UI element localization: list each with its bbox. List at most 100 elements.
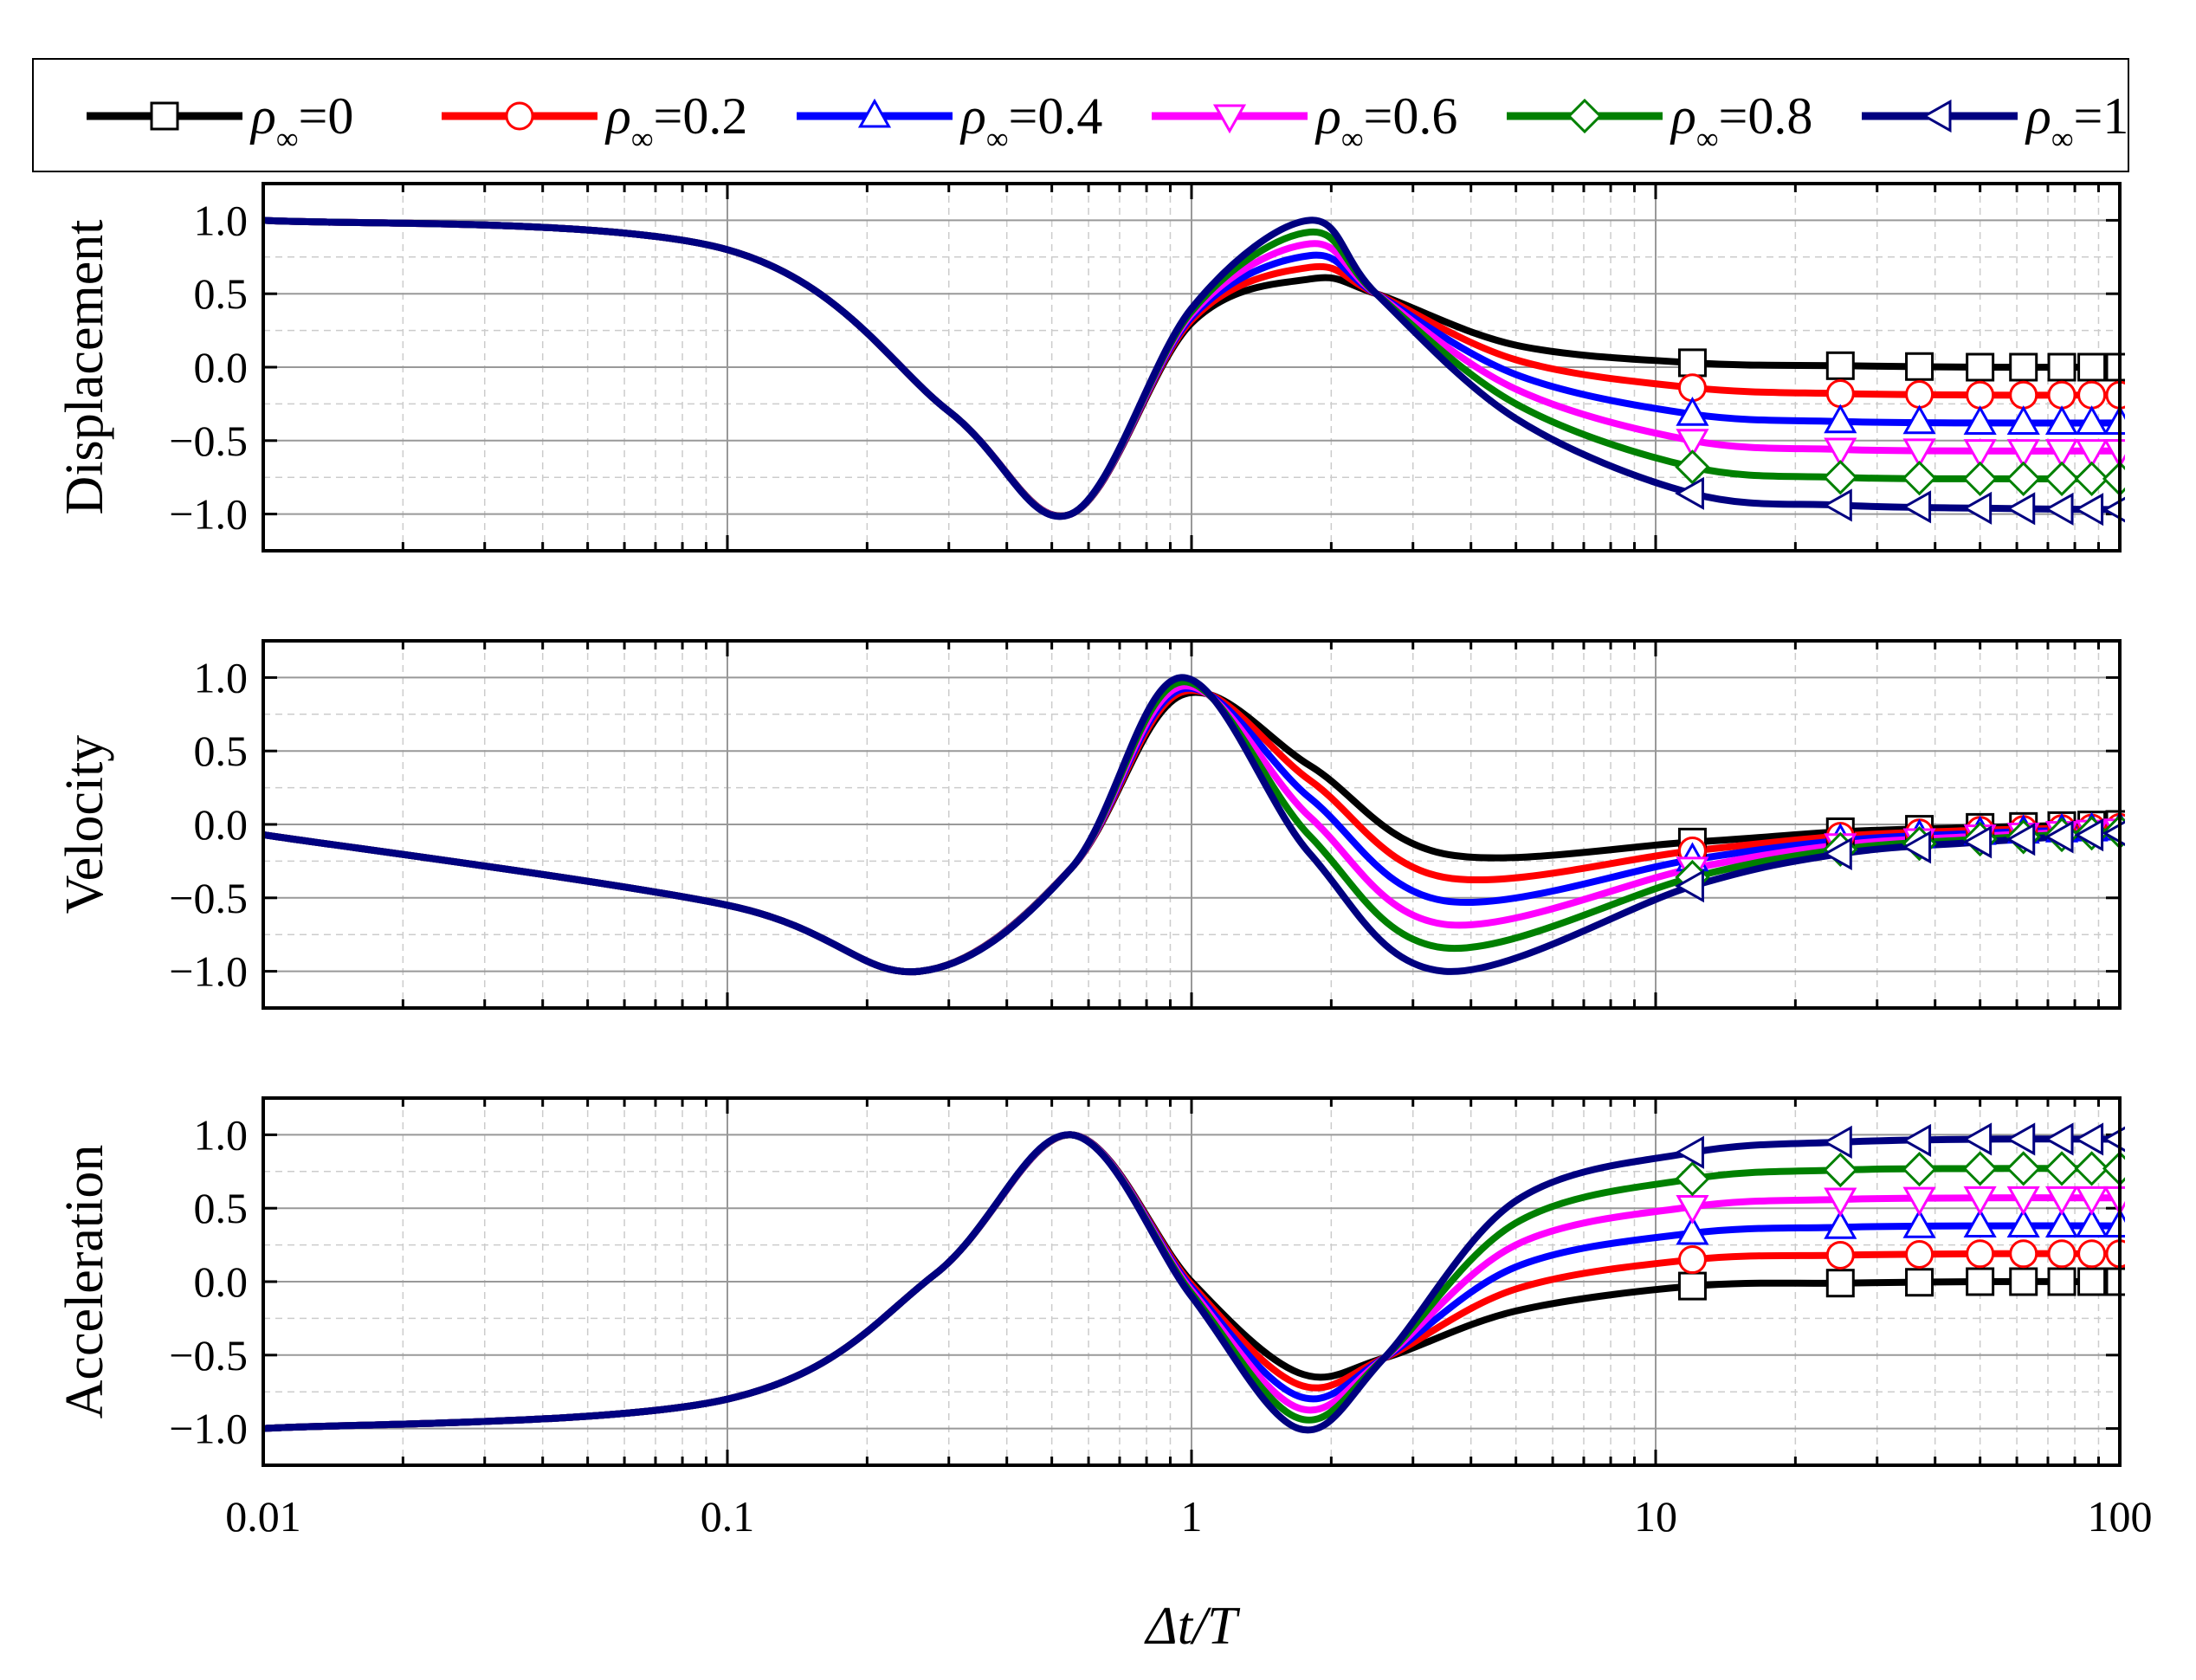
data-point <box>2009 1239 2038 1269</box>
legend-marker <box>150 101 179 131</box>
data-point <box>2005 461 2041 497</box>
data-point <box>1905 1268 1934 1297</box>
data-point <box>2074 493 2104 527</box>
data-point <box>2044 820 2074 854</box>
x-tick-label: 0.01 <box>225 1492 301 1541</box>
plot-frame <box>262 1096 2122 1467</box>
data-point <box>2006 1208 2040 1238</box>
data-point <box>2005 492 2036 526</box>
data-point <box>2074 818 2104 852</box>
legend-entry: ρ∞=1 <box>1862 87 2128 156</box>
legend-value: =1 <box>2073 87 2128 145</box>
data-point <box>2009 380 2038 410</box>
data-point <box>2077 352 2107 382</box>
data-point <box>1675 1161 1710 1197</box>
data-point <box>1963 1186 1997 1216</box>
legend-entry: ρ∞=0.2 <box>442 87 747 156</box>
data-point <box>2005 1122 2036 1156</box>
data-point <box>2009 352 2038 382</box>
legend-entry: ρ∞=0 <box>87 87 353 156</box>
legend-entry: ρ∞=0.4 <box>797 87 1102 156</box>
data-point <box>1905 1240 1934 1270</box>
plot-frame <box>262 182 2122 552</box>
x-tick-label: 0.1 <box>701 1492 755 1541</box>
data-point <box>1966 1239 1995 1269</box>
data-point <box>2044 405 2079 435</box>
panel-velocity: 1.0 0.5 0.0 −0.5 −1.0 Velocity <box>55 639 2125 1010</box>
y-tick-label: 1.0 <box>194 196 249 244</box>
data-point <box>2005 1151 2041 1186</box>
series-group <box>263 674 2125 976</box>
data-point <box>1966 380 1995 410</box>
data-point <box>1676 396 1709 426</box>
y-tick-label: 0.5 <box>194 1184 249 1232</box>
data-point <box>1677 348 1707 378</box>
data-point <box>1676 1215 1709 1245</box>
legend: ρ∞=0 ρ∞=0.2 ρ∞=0.4 ρ∞=0.6 ρ∞=0.8 ρ∞=1 <box>32 58 2129 172</box>
legend-value: =0.4 <box>1008 87 1102 145</box>
legend-label: ρ∞=0.2 <box>604 87 747 156</box>
data-point <box>1905 379 1934 409</box>
data-point <box>1824 1187 1857 1218</box>
legend-value: =0.6 <box>1363 87 1457 145</box>
data-point <box>2077 1239 2107 1269</box>
data-point <box>2044 1122 2074 1156</box>
data-point <box>1905 352 1934 381</box>
y-tick-label: −0.5 <box>169 874 248 922</box>
data-point <box>1825 351 1855 380</box>
legend-symbol: ρ <box>1314 87 1341 145</box>
data-point <box>1676 429 1709 459</box>
data-point <box>2074 1122 2104 1156</box>
data-point <box>1962 1151 1998 1186</box>
legend-marker <box>857 98 892 128</box>
data-point <box>1902 1208 1936 1238</box>
panel-displacement: 1.0 0.5 0.0 −0.5 −1.0 Displacement <box>55 182 2125 552</box>
data-point <box>1825 1240 1855 1270</box>
data-point <box>1824 437 1857 468</box>
data-point <box>2074 1151 2109 1186</box>
data-point <box>1962 461 1998 497</box>
data-point <box>2047 380 2077 410</box>
legend-subscript: ∞ <box>2051 121 2074 156</box>
legend-value: =0.2 <box>653 87 747 145</box>
data-point <box>1962 491 1993 525</box>
data-point <box>1966 1267 1995 1296</box>
data-point <box>1966 352 1995 382</box>
y-tick-label: 0.5 <box>194 727 249 775</box>
legend-symbol: ρ <box>2025 87 2051 145</box>
data-point <box>2047 1267 2077 1296</box>
data-point <box>1677 1245 1707 1275</box>
legend-label: ρ∞=1 <box>2025 87 2128 156</box>
data-point <box>1675 1135 1704 1169</box>
legend-label: ρ∞=0 <box>249 87 353 156</box>
data-point <box>1962 825 1993 859</box>
y-tick-label: −1.0 <box>169 1405 248 1453</box>
data-point <box>2047 1239 2077 1269</box>
data-point <box>2009 1267 2038 1296</box>
data-point <box>1963 1208 1997 1238</box>
data-point <box>2006 439 2040 468</box>
legend-symbol: ρ <box>604 87 631 145</box>
data-point <box>1676 1195 1709 1224</box>
legend-subscript: ∞ <box>276 121 299 156</box>
legend-subscript: ∞ <box>631 121 654 156</box>
data-point <box>1902 404 1936 435</box>
x-tick-label: 10 <box>1634 1492 1677 1541</box>
data-point <box>2077 380 2107 410</box>
legend-value: =0.8 <box>1718 87 1812 145</box>
legend-label: ρ∞=0.8 <box>1670 87 1812 156</box>
data-point <box>2077 1267 2107 1296</box>
data-point <box>1963 405 1997 435</box>
data-point <box>1902 830 1932 864</box>
data-point <box>2075 405 2109 435</box>
data-point <box>1902 490 1932 524</box>
data-point <box>1902 1186 1936 1217</box>
y-tick-label: 0.0 <box>194 800 249 849</box>
data-point <box>1675 476 1704 510</box>
series-group <box>263 216 2125 527</box>
plot-frame <box>262 639 2122 1010</box>
legend-label: ρ∞=0.6 <box>1314 87 1457 156</box>
data-point <box>1675 449 1710 485</box>
data-point <box>1822 837 1852 870</box>
data-point <box>1824 404 1857 434</box>
